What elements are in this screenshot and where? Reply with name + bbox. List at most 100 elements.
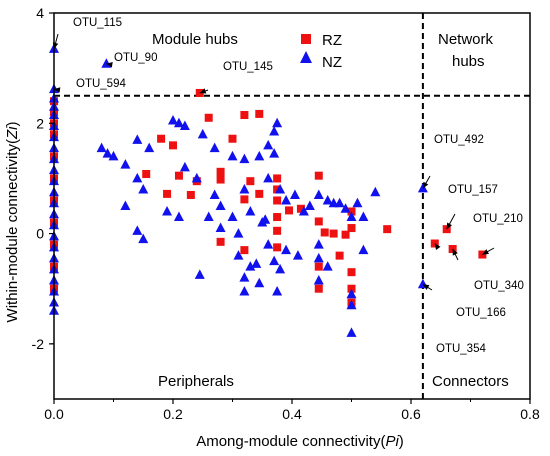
point-nz (304, 200, 315, 210)
point-nz (173, 211, 184, 222)
point-nz (215, 222, 226, 233)
point-nz (281, 244, 292, 255)
point-nz (132, 225, 143, 235)
region-labels: Module hubs Network hubs Peripherals Con… (152, 31, 509, 390)
point-nz (269, 255, 280, 266)
point-nz (340, 203, 351, 213)
point-nz (239, 272, 250, 282)
annotation-otu-210: OTU_210 (473, 213, 523, 225)
point-nz (227, 150, 238, 161)
region-network-hubs-line1: Network (438, 31, 494, 48)
legend: RZ NZ (300, 32, 342, 71)
point-rz (314, 284, 323, 293)
point-nz (322, 261, 333, 271)
legend-label-nz: NZ (322, 54, 342, 71)
region-network-hubs-line2: hubs (452, 53, 485, 70)
point-rz (273, 243, 282, 252)
point-nz (254, 150, 265, 161)
point-rz (246, 177, 255, 186)
region-connectors: Connectors (432, 373, 509, 390)
annotation-otu-115: OTU_115 (73, 17, 122, 29)
point-rz (347, 268, 356, 277)
point-nz (275, 183, 286, 194)
arrowhead-otu-210 (482, 249, 490, 255)
point-rz (285, 206, 294, 215)
legend-marker-rz (301, 34, 311, 44)
point-rz (169, 141, 177, 150)
point-rz (273, 226, 282, 235)
point-nz (179, 161, 190, 172)
annotation-otu-594: OTU_594 (76, 78, 126, 90)
y-tick-label: 4 (36, 5, 44, 21)
point-rz (273, 185, 282, 194)
point-rz (273, 213, 282, 222)
data-points (49, 43, 487, 337)
x-tick-label: 0.8 (520, 406, 540, 422)
point-nz (162, 206, 173, 216)
point-nz (352, 197, 363, 208)
point-nz (358, 211, 369, 222)
annotation-otu-145: OTU_145 (223, 61, 273, 73)
point-rz (314, 262, 323, 271)
point-rz (255, 109, 264, 118)
point-nz (245, 261, 256, 271)
y-tick-label: -2 (32, 336, 45, 352)
point-nz (239, 285, 250, 296)
point-nz (275, 263, 286, 274)
point-nz (96, 142, 107, 153)
plot-area (54, 13, 530, 399)
x-tick-label: 0.2 (163, 406, 183, 422)
point-nz (346, 211, 357, 222)
point-nz (209, 142, 220, 153)
point-rz (186, 190, 195, 199)
point-rz (320, 228, 329, 237)
annotation-otu-166: OTU_166 (456, 307, 506, 319)
point-nz (269, 126, 280, 136)
point-rz (216, 175, 225, 184)
point-nz (358, 244, 369, 255)
point-nz (132, 172, 143, 183)
point-rz (314, 171, 323, 180)
point-nz (313, 274, 324, 285)
arrowhead-otu-492 (422, 181, 429, 189)
arrowhead-otu-340 (452, 249, 458, 256)
annotation-otu-340: OTU_340 (474, 280, 524, 292)
legend-marker-nz (300, 51, 312, 63)
point-nz (132, 134, 143, 144)
point-rz (142, 170, 151, 179)
point-nz (370, 186, 381, 197)
annotation-otu-354: OTU_354 (436, 343, 486, 355)
point-nz (197, 128, 208, 139)
point-nz (239, 153, 250, 164)
arrowhead-otu-354 (422, 284, 430, 290)
point-rz (216, 237, 225, 246)
point-nz (292, 250, 303, 260)
point-rz (296, 204, 305, 213)
legend-label-rz: RZ (322, 32, 342, 49)
point-rz (347, 224, 356, 233)
point-rz (174, 171, 183, 180)
y-axis-label: Within-module connectivity(Zi) (4, 122, 21, 323)
x-tick-label: 0.6 (401, 406, 421, 422)
region-peripherals: Peripherals (158, 373, 234, 390)
point-rz (347, 207, 356, 216)
point-nz (281, 194, 292, 205)
annotation-otu-492: OTU_492 (434, 134, 484, 146)
point-nz (194, 269, 205, 279)
point-rz (383, 225, 392, 234)
point-nz (215, 200, 226, 210)
point-nz (120, 200, 131, 210)
point-rz (216, 167, 225, 176)
annotation-otu-90: OTU_90 (114, 52, 157, 64)
point-rz (347, 284, 356, 293)
point-nz (313, 189, 324, 199)
point-nz (173, 117, 184, 128)
region-module-hubs: Module hubs (152, 31, 238, 48)
point-nz (120, 159, 131, 169)
point-nz (263, 239, 274, 249)
axes: 0.0 0.2 0.4 0.6 0.8 -2 0 2 4 (32, 5, 540, 422)
point-nz (209, 189, 220, 199)
point-nz (313, 252, 324, 263)
point-nz (322, 194, 333, 205)
